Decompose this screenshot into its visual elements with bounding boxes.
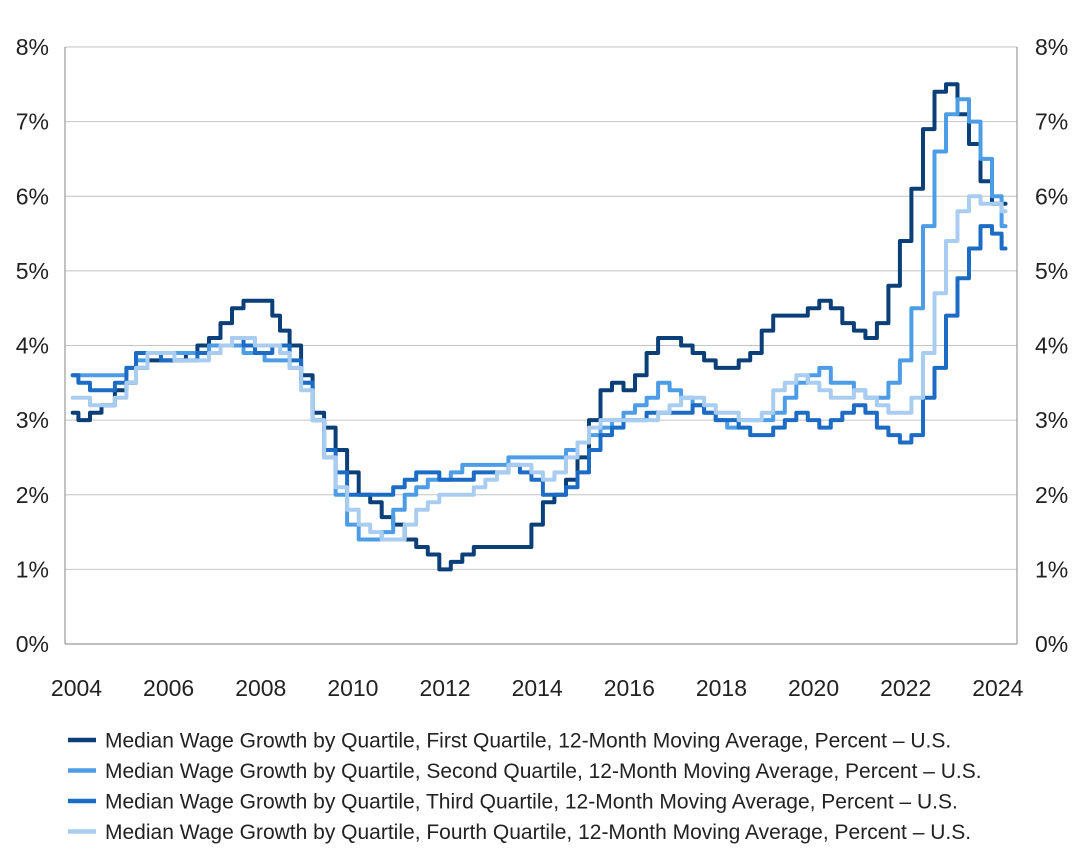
legend: Median Wage Growth by Quartile, First Qu… [68, 730, 982, 844]
y-tick-label-left: 2% [16, 482, 49, 508]
x-tick-label: 2012 [419, 675, 470, 701]
y-tick-label-right: 1% [1035, 556, 1068, 582]
legend-label: Median Wage Growth by Quartile, Third Qu… [105, 791, 958, 814]
legend-label: Median Wage Growth by Quartile, Second Q… [105, 760, 982, 783]
y-tick-label-right: 5% [1035, 258, 1068, 284]
legend-label: Median Wage Growth by Quartile, Fourth Q… [105, 821, 971, 844]
x-tick-label: 2020 [788, 675, 839, 701]
x-tick-label: 2024 [972, 675, 1023, 701]
y-tick-label-left: 5% [16, 258, 49, 284]
axes: 0% 0% 1% 1% 2% 2% 3% 3% 4% 4% 5% 5% 6% 6% 7% 7% 8% 8% 2004… [16, 34, 1069, 701]
y-tick-label-right: 8% [1035, 34, 1068, 60]
y-tick-label-left: 0% [16, 631, 49, 657]
y-tick-label-right: 0% [1035, 631, 1068, 657]
x-tick-label: 2010 [327, 675, 378, 701]
x-tick-label: 2016 [604, 675, 655, 701]
x-tick-label: 2008 [235, 675, 286, 701]
series-line-1 [70, 82, 1008, 572]
series-line-3 [70, 224, 1008, 497]
x-tick-label: 2004 [51, 675, 102, 701]
x-tick-label: 2022 [880, 675, 931, 701]
series-lines [70, 82, 1008, 572]
x-tick-label: 2014 [512, 675, 563, 701]
y-tick-label-right: 6% [1035, 183, 1068, 209]
y-tick-label-right: 7% [1035, 109, 1068, 135]
y-tick-label-right: 2% [1035, 482, 1068, 508]
y-tick-label-left: 6% [16, 183, 49, 209]
x-tick-label: 2006 [143, 675, 194, 701]
legend-label: Median Wage Growth by Quartile, First Qu… [105, 730, 951, 753]
y-tick-label-left: 8% [16, 34, 49, 60]
y-tick-label-right: 3% [1035, 407, 1068, 433]
y-tick-label-left: 1% [16, 556, 49, 582]
y-tick-label-left: 3% [16, 407, 49, 433]
x-tick-label: 2018 [696, 675, 747, 701]
y-tick-label-left: 4% [16, 333, 49, 359]
y-tick-label-left: 7% [16, 109, 49, 135]
series-line-4 [70, 194, 1008, 542]
y-tick-label-right: 4% [1035, 333, 1068, 359]
